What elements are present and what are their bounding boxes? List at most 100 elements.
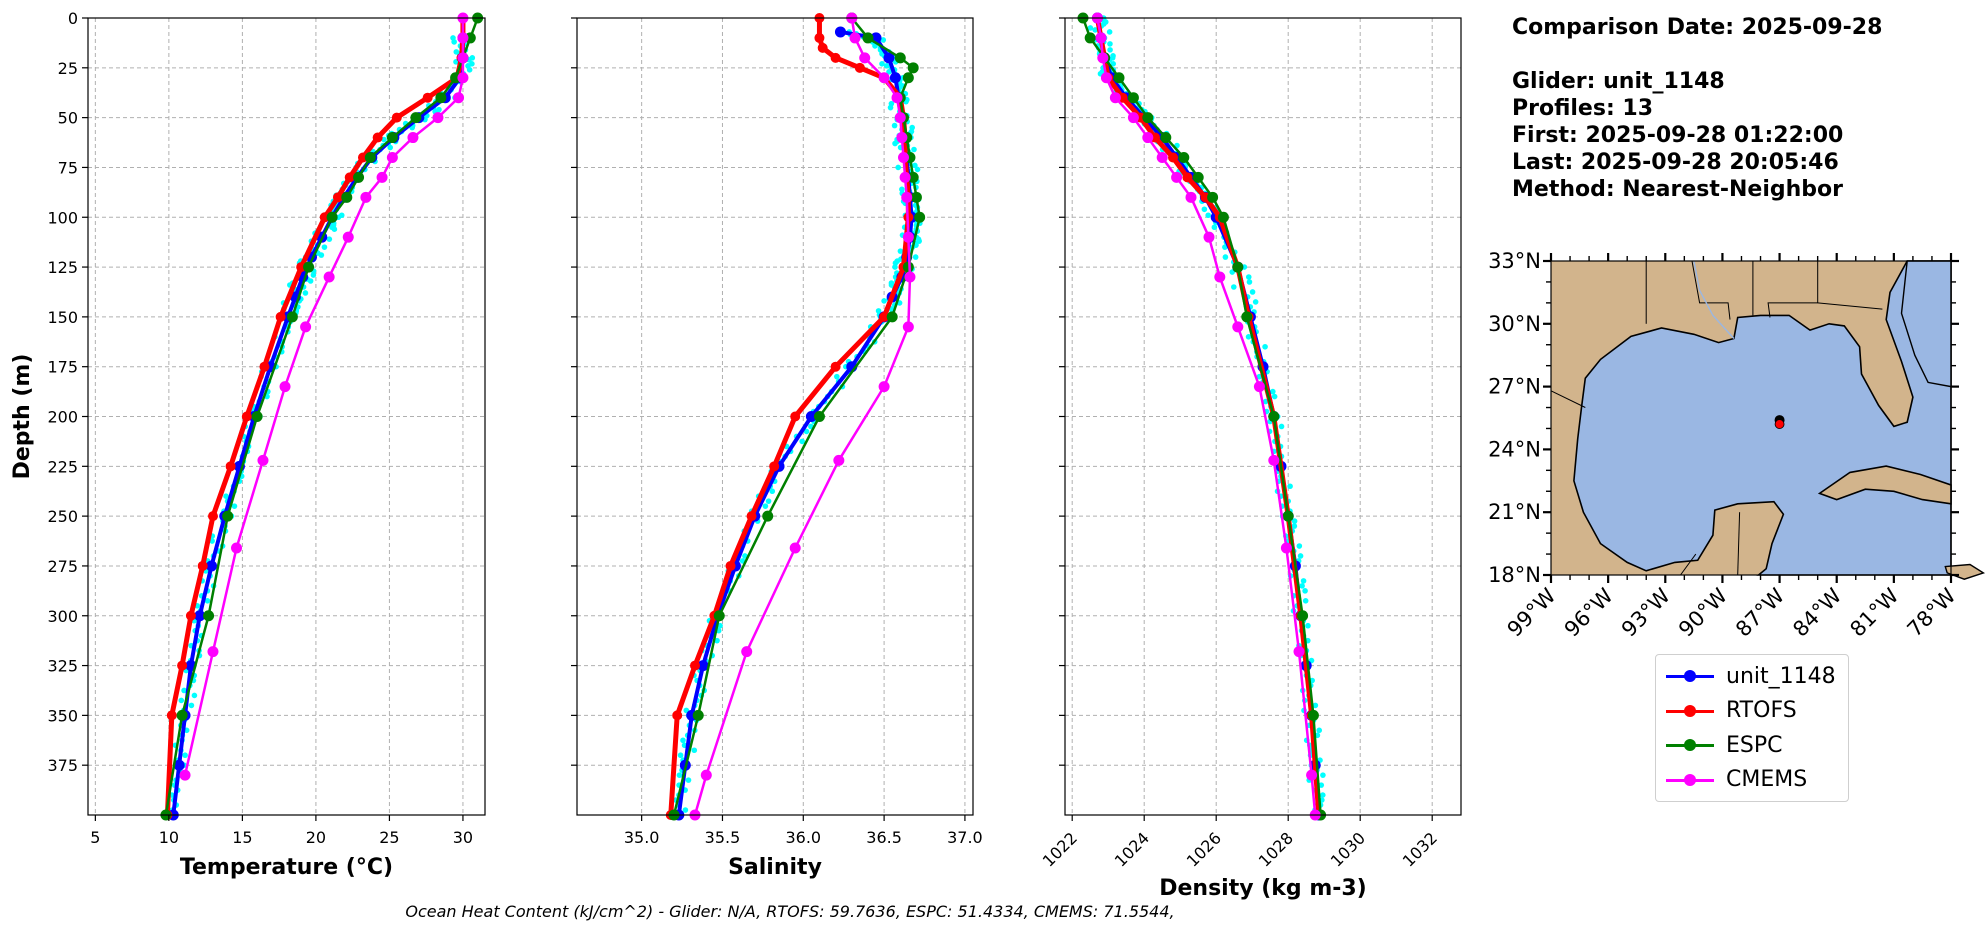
glider-profile-point [307, 278, 314, 284]
ESPC-marker [862, 32, 874, 44]
y-tick-label: 25 [58, 59, 78, 78]
CMEMS-marker [897, 151, 909, 163]
map-lon-label: 78°W [1903, 583, 1961, 641]
y-tick-label: 250 [47, 507, 78, 526]
glider-profile-point [1249, 289, 1256, 295]
CMEMS-marker [453, 92, 465, 104]
unit_1148-line [171, 37, 465, 816]
CMEMS-marker [1214, 271, 1226, 283]
CMEMS-marker [1293, 646, 1305, 658]
RTOFS-marker [769, 461, 780, 472]
glider-profile-point [1262, 398, 1269, 405]
ESPC-marker [1232, 261, 1244, 273]
RTOFS-marker [372, 132, 383, 143]
y-axis-label: Depth (m) [10, 354, 35, 480]
x-tick-label: 20 [306, 828, 326, 847]
y-tick-label: 275 [47, 557, 78, 576]
x-tick-label: 15 [232, 828, 252, 847]
glider-profile-point [1297, 553, 1304, 559]
glider-profile-point [1211, 224, 1218, 231]
ESPC-marker [902, 72, 914, 84]
glider-profile-point [912, 162, 918, 169]
glider-profile-point [209, 538, 215, 544]
RTOFS-marker [185, 610, 196, 621]
glider-profile-point [1110, 61, 1117, 67]
glider-profile-point [1299, 583, 1305, 589]
glider-profile-point [891, 122, 898, 129]
comparison-date: Comparison Date: 2025-09-28 [1512, 15, 1883, 40]
y-tick-label: 375 [47, 756, 78, 775]
glider-profile-point [682, 807, 689, 813]
glider-profile-point [1318, 782, 1325, 788]
glider-profile-point [714, 637, 720, 644]
glider-profile-point [1201, 206, 1208, 213]
glider-profile-point [1262, 343, 1268, 350]
model-marker [1774, 419, 1785, 429]
map-frame [1550, 260, 1952, 576]
x-axis-label: Temperature (°C) [180, 855, 393, 880]
CMEMS-marker [342, 231, 354, 243]
glider-profile-point [1107, 47, 1113, 53]
CMEMS-marker [257, 454, 269, 466]
ESPC-marker [1307, 709, 1319, 721]
RTOFS-marker [817, 42, 828, 53]
gulf-water [1573, 260, 1952, 576]
border-line [1817, 302, 1883, 310]
ESPC-marker [386, 132, 398, 144]
map-lon-label: 99°W [1503, 583, 1561, 641]
ESPC-marker [303, 261, 315, 273]
ESPC-marker [341, 191, 353, 203]
x-tick-label: 1032 [1399, 828, 1441, 870]
RTOFS-marker [790, 411, 801, 422]
CMEMS-marker [901, 191, 913, 203]
ESPC-marker [1297, 610, 1309, 622]
legend-item-cmems: CMEMS [1656, 763, 1848, 798]
CMEMS-marker [457, 52, 469, 64]
glider-profile-point [310, 272, 317, 278]
CMEMS-marker [904, 271, 916, 283]
border-line [1680, 553, 1697, 576]
ESPC-marker [910, 191, 922, 203]
x-tick-label: 10 [159, 828, 179, 847]
RTOFS-marker [746, 511, 757, 522]
RTOFS-line [164, 18, 466, 816]
map-lat-label: 33°N [1488, 249, 1541, 273]
y-tick-label: 225 [47, 457, 78, 476]
CMEMS-marker [896, 132, 908, 144]
ESPC-marker [251, 411, 263, 422]
glider-profile-point [803, 428, 810, 435]
CMEMS-marker [1232, 321, 1244, 333]
CMEMS-marker [360, 191, 372, 203]
ESPC-marker [222, 510, 234, 522]
RTOFS-marker [177, 660, 188, 671]
map-lon-label: 81°W [1845, 583, 1903, 641]
unit_1148-marker [834, 26, 846, 38]
glider-profile-point [1287, 483, 1293, 490]
glider-profile-point [302, 290, 309, 296]
CMEMS-marker [700, 769, 712, 781]
ESPC-marker [1282, 510, 1294, 522]
gulf-map: 33°N 30°N 27°N 24°N 21°N 18°N99°W 96°W 93°W 90°W… [1488, 249, 1986, 642]
glider-profile-point [326, 236, 333, 242]
method: Method: Nearest-Neighbor [1512, 177, 1843, 202]
glider-profile-point [834, 373, 840, 380]
glider-profile-point [223, 493, 229, 500]
x-tick-label: 35.5 [705, 828, 741, 847]
CMEMS-line [183, 18, 465, 776]
glider-profile-point [765, 498, 772, 504]
legend-label: ESPC [1726, 732, 1783, 758]
ESPC-marker [914, 211, 926, 223]
legend-label: CMEMS [1726, 767, 1808, 793]
CMEMS-marker [1097, 52, 1109, 64]
glider-profile-point [331, 226, 338, 233]
CMEMS-marker [859, 52, 871, 64]
glider-profile-point [895, 164, 901, 171]
glider-profile-point [879, 61, 885, 67]
comparison-info: Comparison Date: 2025-09-28 Glider: unit… [1512, 14, 1882, 203]
ESPC-marker [1268, 411, 1280, 422]
CMEMS-marker [407, 132, 419, 144]
x-tick-label: 37.0 [947, 828, 983, 847]
glider-profile-point [466, 67, 473, 73]
CMEMS-marker [833, 454, 845, 466]
ESPC-marker [176, 709, 188, 721]
